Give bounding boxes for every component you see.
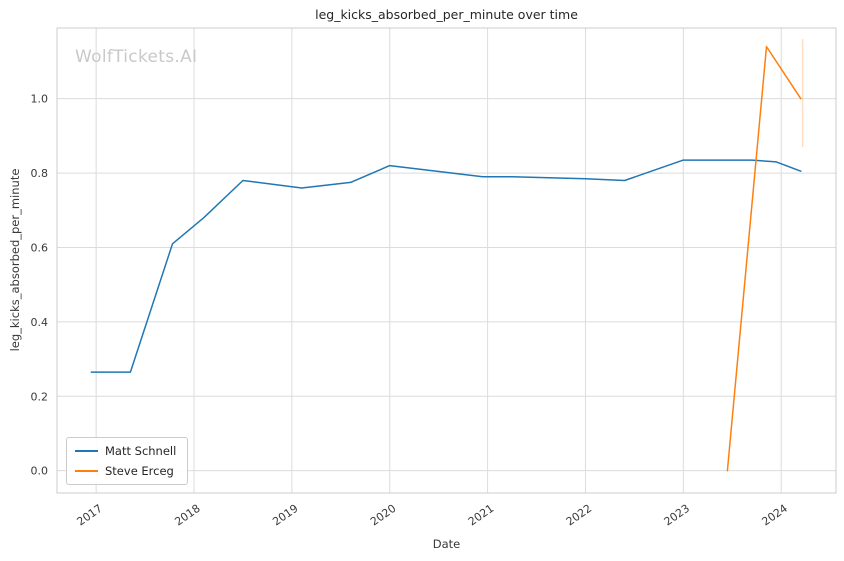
x-tick-label: 2018 [172,502,202,529]
x-tick-label: 2022 [564,502,594,529]
watermark: WolfTickets.AI [75,47,198,67]
legend-line-swatch [75,470,98,472]
x-axis-label: Date [432,537,461,551]
x-tick-label: 2024 [760,502,790,529]
x-tick-label: 2019 [270,502,300,529]
y-tick-label: 0.4 [31,316,49,329]
y-tick-label: 0.2 [31,390,49,403]
x-tick-label: 2021 [466,502,496,529]
plot-border [56,27,837,494]
y-tick-label: 0.8 [31,167,49,180]
y-tick-label: 1.0 [31,93,49,106]
chart-title: leg_kicks_absorbed_per_minute over time [315,7,578,22]
x-tick-label: 2020 [368,502,398,529]
legend-label: Steve Erceg [105,464,174,478]
legend-label: Matt Schnell [105,444,177,458]
y-axis-label: leg_kicks_absorbed_per_minute [8,168,22,352]
x-tick-label: 2023 [662,502,692,529]
legend-line-swatch [75,450,98,452]
legend-item-matt-schnell: Matt Schnell [75,444,176,458]
x-tick-label: 2017 [74,502,104,529]
legend: Matt Schnell Steve Erceg [66,437,189,485]
series-line-1 [726,45,802,472]
y-tick-label: 0.0 [31,465,49,478]
y-tick-label: 0.6 [31,241,49,254]
legend-item-steve-erceg: Steve Erceg [75,464,176,478]
series-line-0 [90,159,802,373]
